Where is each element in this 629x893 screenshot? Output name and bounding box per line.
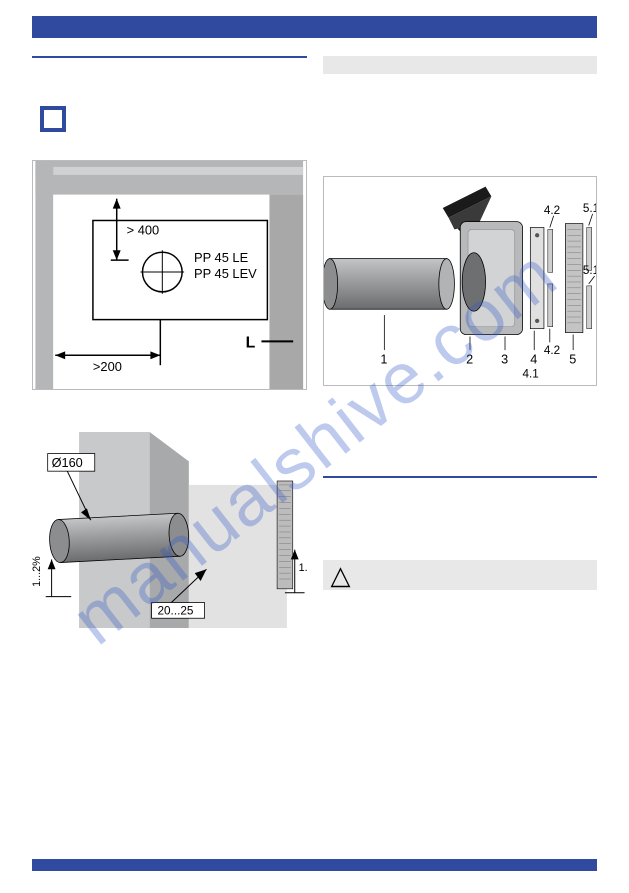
sub-header <box>32 56 597 74</box>
label-offset: 20...25 <box>157 604 193 617</box>
callout-4.2b: 4.2 <box>543 344 559 357</box>
label-slope-right: 1...2% <box>299 562 307 574</box>
callout-5.1b: 5.1 <box>582 264 596 277</box>
header-bar <box>32 16 597 38</box>
callout-1: 1 <box>380 353 387 367</box>
dim-top: > 400 <box>127 222 160 237</box>
figure-tube-slope: Ø160 1...2% 1...2% 20...25 <box>32 430 307 630</box>
figure-assembly-exploded: 1 2 3 4 4.1 4.2 4.2 5 5.1 5.1 <box>323 176 598 386</box>
right-column: 1 2 3 4 4.1 4.2 4.2 5 5.1 5.1 △ <box>323 106 598 630</box>
sub-header-rule-left <box>32 56 307 74</box>
warning-triangle-icon: △ <box>331 562 351 588</box>
label-diameter: Ø160 <box>52 455 83 470</box>
callout-3: 3 <box>501 353 508 367</box>
label-L: L <box>246 334 256 351</box>
left-column: > 400 PP 45 LE PP 45 LEV >200 L <box>32 106 307 630</box>
footer-bar <box>32 859 597 871</box>
figure-wall-placement: > 400 PP 45 LE PP 45 LEV >200 L <box>32 160 307 390</box>
label-pp2: PP 45 LEV <box>194 266 257 281</box>
label-pp1: PP 45 LE <box>194 250 249 265</box>
callout-2: 2 <box>466 353 473 367</box>
dim-left: >200 <box>93 359 122 374</box>
callout-4: 4 <box>530 353 537 367</box>
callout-5.1a: 5.1 <box>582 202 596 215</box>
blue-rule <box>323 476 598 478</box>
callout-4.1: 4.1 <box>522 367 538 380</box>
sub-header-gray-right <box>323 56 598 74</box>
caution-bar: △ <box>323 560 598 590</box>
section-square-icon <box>40 106 66 132</box>
label-slope-left: 1...2% <box>32 556 43 587</box>
callout-4.2a: 4.2 <box>543 204 559 217</box>
callout-5: 5 <box>569 353 576 367</box>
